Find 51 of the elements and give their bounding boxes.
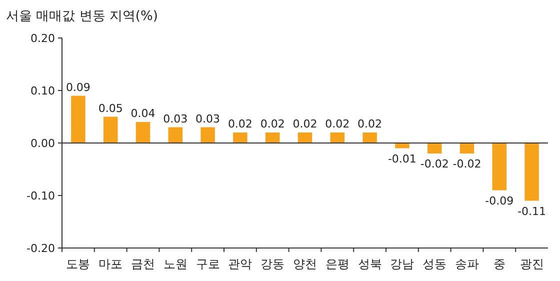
bar bbox=[200, 127, 215, 143]
data-label: -0.01 bbox=[388, 152, 416, 166]
bar bbox=[362, 132, 377, 143]
data-label: 0.02 bbox=[260, 118, 285, 130]
chart-title: 서울 매매값 변동 지역(%) bbox=[6, 9, 158, 24]
data-label: 0.02 bbox=[292, 118, 318, 130]
data-label: -0.11 bbox=[518, 204, 546, 218]
bar bbox=[168, 127, 183, 143]
bar bbox=[136, 122, 150, 143]
data-label: 0.03 bbox=[163, 112, 188, 126]
data-label: 0.03 bbox=[196, 112, 220, 126]
x-tick-label: 성북 bbox=[358, 257, 382, 271]
data-label: 0.02 bbox=[228, 118, 252, 130]
x-tick-label: 강동 bbox=[260, 257, 285, 271]
data-label: 0.09 bbox=[66, 80, 90, 94]
data-label: 0.05 bbox=[98, 102, 123, 115]
bar bbox=[524, 143, 539, 201]
y-tick-label: 0.00 bbox=[30, 137, 55, 150]
x-tick-label: 성동 bbox=[422, 257, 447, 271]
bar bbox=[395, 143, 410, 148]
bar bbox=[265, 132, 280, 143]
data-label: 0.02 bbox=[325, 118, 350, 130]
bar bbox=[298, 132, 312, 143]
x-tick-label: 송파 bbox=[455, 257, 479, 271]
bar bbox=[492, 143, 507, 190]
x-tick-label: 마포 bbox=[98, 257, 123, 271]
x-tick-label: 금천 bbox=[131, 257, 155, 271]
x-tick-label: 양천 bbox=[293, 257, 317, 271]
bar bbox=[330, 132, 345, 143]
x-tick-label: 관악 bbox=[228, 257, 252, 271]
data-label: -0.02 bbox=[452, 158, 482, 170]
x-tick-label: 은평 bbox=[325, 257, 350, 271]
x-tick-label: 도봉 bbox=[66, 257, 90, 271]
x-tick-label: 구로 bbox=[196, 257, 220, 271]
y-tick-label: 0.20 bbox=[30, 32, 55, 45]
y-tick-label: 0.10 bbox=[30, 84, 55, 98]
x-tick-label: 강남 bbox=[390, 257, 414, 271]
data-label: 0.04 bbox=[130, 107, 156, 120]
x-tick-label: 중 bbox=[493, 257, 506, 271]
x-tick-label: 광진 bbox=[520, 257, 544, 271]
bar bbox=[233, 132, 248, 143]
x-tick-label: 노원 bbox=[163, 257, 188, 271]
data-label: -0.09 bbox=[485, 194, 514, 208]
bar bbox=[427, 143, 442, 154]
data-label: -0.02 bbox=[420, 158, 449, 170]
bar bbox=[71, 96, 86, 143]
y-tick-label: -0.20 bbox=[26, 242, 55, 255]
data-label: 0.02 bbox=[358, 118, 382, 130]
y-tick-label: -0.10 bbox=[26, 190, 55, 202]
bar bbox=[460, 143, 474, 154]
bar bbox=[103, 116, 118, 143]
